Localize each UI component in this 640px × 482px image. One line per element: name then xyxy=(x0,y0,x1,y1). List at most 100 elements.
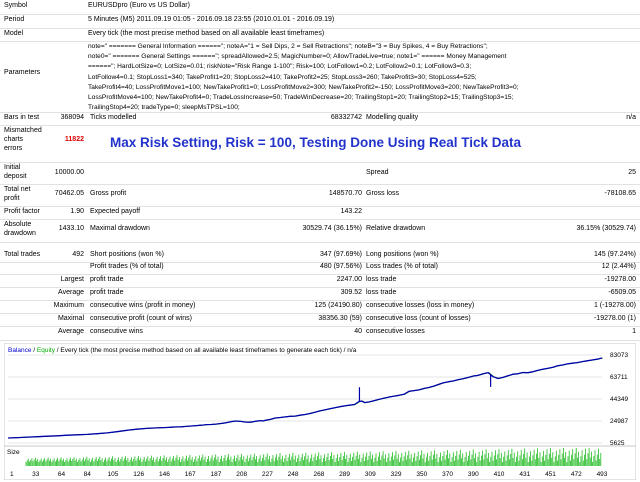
parameters-line: ======"; HardLotSize=0; LotSize=0.01; ri… xyxy=(88,63,472,71)
chart-header: Balance / Equity / Every tick (the most … xyxy=(8,347,357,354)
maxwins-value: 125 (24190.80) xyxy=(314,302,362,309)
legend-balance: Balance xyxy=(8,347,32,354)
parameters-line: note=" ======= General Information =====… xyxy=(88,43,488,50)
netprofit-value: 70462.05 xyxy=(54,190,84,197)
maximal-row: Maximal consecutive profit (count of win… xyxy=(0,315,640,327)
divider xyxy=(0,326,640,327)
mismatch-row: Mismatched charts errors 11822 xyxy=(0,127,640,163)
average-label: Average xyxy=(58,289,84,296)
symbol-label: Symbol xyxy=(4,2,28,9)
y-tick-label: 63711 xyxy=(610,374,628,381)
x-tick-label: 33 xyxy=(32,471,40,478)
chart-lines xyxy=(7,357,603,439)
divider xyxy=(0,242,640,243)
divider xyxy=(0,274,640,275)
maxprofit-value: 38356.30 (59) xyxy=(318,315,362,322)
grossloss-label: Gross loss xyxy=(366,190,400,197)
x-tick-label: 370 xyxy=(442,471,453,478)
spread-value: 25 xyxy=(628,169,636,176)
x-tick-label: 84 xyxy=(84,471,92,478)
ticks-label: Ticks modelled xyxy=(90,114,137,121)
divider xyxy=(0,206,640,207)
x-tick-label: 309 xyxy=(365,471,376,478)
average-profit-value: 309.52 xyxy=(340,289,362,296)
maxdd-label: Maximal drawdown xyxy=(90,225,150,232)
x-tick-label: 472 xyxy=(571,471,582,478)
x-tick-label: 64 xyxy=(58,471,66,478)
divider xyxy=(0,41,640,42)
grossloss-value: -78108.65 xyxy=(604,190,636,197)
largest-profit-value: 2247.00 xyxy=(336,276,362,283)
absdd-label: drawdown xyxy=(4,230,36,237)
chart-container: 83073 63711 44349 24987 5625 Size 1 33 64 84 105… xyxy=(3,342,637,481)
divider xyxy=(0,184,640,185)
chart-header-description: / Every tick (the most precise method ba… xyxy=(55,347,357,354)
pf-label: Profit factor xyxy=(4,208,40,215)
divider xyxy=(0,262,640,263)
maximum-label: Maximum xyxy=(53,302,84,309)
long-value: 145 (97.24%) xyxy=(593,251,636,258)
symbol-row: Symbol EURUSDpro (Euro vs US Dollar) xyxy=(0,2,640,14)
drawdown-row: Absolute drawdown 1433.10 Maximal drawdo… xyxy=(0,221,640,241)
period-value: 5 Minutes (M5) 2011.09.19 01:05 - 2016.0… xyxy=(88,16,335,23)
short-value: 347 (97.69%) xyxy=(319,251,362,258)
profittrades-row: Profit trades (% of total) 480 (97.56%) … xyxy=(0,263,640,275)
parameters-line: note0=" ======= General Settings ======"… xyxy=(88,53,507,61)
deposit-label: deposit xyxy=(4,173,27,180)
x-tick-label: 410 xyxy=(494,471,505,478)
chart-y-ticks: 83073 63711 44349 24987 5625 xyxy=(610,352,628,447)
x-tick-label: 248 xyxy=(288,471,299,478)
model-value: Every tick (the most precise method base… xyxy=(88,30,325,37)
chart-x-ticks: 1 33 64 84 105 126 146 167 187 208 227 248 268 289 309… xyxy=(10,471,608,478)
maxlosses-value: 1 (-19278.00) xyxy=(593,302,636,309)
average-loss-label: loss trade xyxy=(366,289,397,296)
strategy-report: Symbol EURUSDpro (Euro vs US Dollar) Per… xyxy=(0,2,640,341)
x-tick-label: 329 xyxy=(391,471,402,478)
maximum-row: Maximum consecutive wins (profit in mone… xyxy=(0,302,640,314)
payoff-value: 143.22 xyxy=(340,208,362,215)
bars-label: Bars in test xyxy=(4,114,40,121)
grossprofit-label: Gross profit xyxy=(90,190,127,197)
netprofit-label: Total net xyxy=(4,186,31,193)
y-tick-label: 5625 xyxy=(610,440,625,447)
avglosses-label: consecutive losses xyxy=(366,328,425,335)
x-tick-label: 187 xyxy=(210,471,221,478)
balance-line xyxy=(7,357,603,439)
divider xyxy=(0,125,640,126)
deposit-row: Initial deposit 10000.00 Spread 25 xyxy=(0,164,640,184)
average2-row: Average consecutive wins 40 consecutive … xyxy=(0,328,640,340)
x-tick-label: 146 xyxy=(159,471,170,478)
largest-loss-label: loss trade xyxy=(366,276,397,283)
mismatch-label: Mismatched xyxy=(4,127,42,134)
avgwins-label: consecutive wins xyxy=(90,328,143,335)
divider xyxy=(0,14,640,15)
losstrades-label: Loss trades (% of total) xyxy=(366,263,438,270)
period-label: Period xyxy=(4,16,25,23)
x-tick-label: 350 xyxy=(416,471,427,478)
legend-equity: Equity xyxy=(37,347,56,354)
legend-separator: / xyxy=(32,347,37,354)
x-tick-label: 390 xyxy=(468,471,479,478)
divider xyxy=(0,112,640,113)
size-subchart: Size xyxy=(4,445,636,466)
payoff-label: Expected payoff xyxy=(90,208,141,215)
largest-loss-value: -19278.00 xyxy=(604,276,636,283)
parameters-label: Parameters xyxy=(4,69,41,76)
x-tick-label: 289 xyxy=(339,471,350,478)
long-label: Long positions (won %) xyxy=(366,251,439,258)
average-loss-value: -6509.05 xyxy=(608,289,636,296)
divider xyxy=(0,162,640,163)
deposit-value: 10000.00 xyxy=(54,169,84,176)
mismatch-label: charts xyxy=(4,136,24,143)
banner-title: Max Risk Setting, Risk = 100, Testing Do… xyxy=(110,135,522,150)
avgwins-value: 40 xyxy=(354,328,362,335)
x-tick-label: 227 xyxy=(262,471,273,478)
average-profit-label: profit trade xyxy=(90,289,124,296)
maxdd-value: 30529.74 (36.15%) xyxy=(302,225,362,232)
divider xyxy=(0,300,640,301)
x-tick-label: 105 xyxy=(108,471,119,478)
ticks-value: 68332742 xyxy=(330,114,362,121)
grossprofit-value: 148570.70 xyxy=(328,190,362,197)
largest-profit-label: profit trade xyxy=(90,276,124,283)
deposit-label: Initial xyxy=(4,164,21,171)
